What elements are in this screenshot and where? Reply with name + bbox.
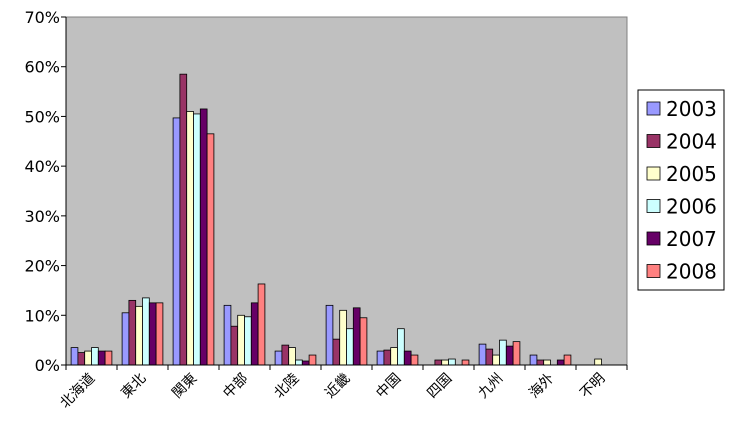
legend-box (637, 89, 725, 291)
bar-2007-中部 (250, 302, 259, 366)
x-tick-label: 九州 (475, 371, 506, 402)
bar-2005-近畿 (339, 309, 347, 366)
bars (70, 73, 602, 366)
y-tick-label: 10% (24, 306, 60, 325)
bar-2007-北陸 (301, 360, 310, 366)
bar-2006-北海道 (91, 347, 99, 366)
bar-2008-中国 (410, 354, 419, 366)
legend-label-2008: 2008 (666, 260, 717, 284)
bar-2006-東北 (142, 297, 150, 366)
legend: 2003 2004 2005 2006 2007 2008 (637, 89, 725, 291)
bar-2004-九州 (485, 348, 494, 366)
bar-2004-海外 (536, 359, 545, 366)
bar-2006-関東 (193, 113, 201, 366)
legend-label-2005: 2005 (666, 162, 717, 186)
bar-2008-近畿 (359, 317, 368, 366)
bar-2003-中国 (376, 350, 385, 366)
bar-2008-海外 (563, 354, 572, 366)
legend-label-2004: 2004 (666, 130, 717, 154)
bar-2003-近畿 (325, 304, 334, 366)
bar-2008-関東 (206, 133, 215, 366)
bar-2007-北海道 (97, 350, 106, 366)
bar-2005-北陸 (288, 347, 296, 366)
legend-swatch-2008 (646, 264, 661, 278)
bar-2006-四国 (448, 358, 456, 366)
bar-2005-海外 (543, 359, 551, 366)
x-tick-label: 中部 (220, 371, 251, 402)
bar-2003-北陸 (274, 350, 283, 366)
x-tick-label: 関東 (169, 371, 200, 402)
bar-2004-北陸 (281, 344, 290, 366)
bar-2005-四国 (441, 359, 449, 366)
bar-2004-東北 (128, 299, 137, 366)
bar-2008-九州 (512, 341, 521, 366)
y-tick-label: 0% (35, 356, 60, 375)
legend-label-2007: 2007 (666, 227, 717, 251)
bar-2005-関東 (186, 111, 194, 366)
bar-2005-中国 (390, 347, 398, 366)
x-tick-labels: 北海道 東北 関東 中部 北陸 近畿 中国 四国 九州 海外 不明 (57, 371, 608, 412)
bar-2003-中部 (223, 304, 232, 366)
bar-2003-九州 (478, 343, 487, 366)
bar-2005-中部 (237, 314, 245, 366)
axes (61, 16, 628, 370)
bar-2005-北海道 (84, 350, 92, 366)
bar-2007-海外 (556, 359, 565, 366)
bar-2006-中部 (244, 316, 252, 366)
bar-2006-九州 (499, 339, 507, 366)
bar-2003-東北 (121, 312, 130, 366)
legend-swatch-2003 (646, 101, 661, 116)
bar-2007-九州 (505, 345, 514, 366)
bar-2006-近畿 (346, 328, 354, 366)
legend-swatch-2005 (646, 166, 661, 181)
y-tick-label: 30% (24, 207, 60, 226)
bar-2004-北海道 (77, 352, 86, 366)
bar-2003-海外 (529, 354, 538, 366)
bar-2004-近畿 (332, 338, 341, 366)
bar-2007-東北 (148, 302, 157, 366)
x-tick-label: 中国 (373, 371, 404, 402)
x-tick-label: 不明 (577, 371, 608, 402)
legend-label-2006: 2006 (666, 195, 717, 219)
bar-2005-不明 (594, 358, 602, 366)
y-tick-label: 70% (24, 8, 60, 27)
bar-2007-関東 (199, 108, 208, 366)
legend-label-2003: 2003 (666, 97, 717, 121)
bar-2004-中国 (383, 349, 392, 366)
y-tick-label: 60% (24, 58, 60, 77)
y-tick-labels: 0% 10% 20% 30% 40% 50% 60% 70% (24, 8, 60, 375)
bar-2008-北海道 (104, 350, 113, 366)
bar-2003-北海道 (70, 347, 79, 366)
x-tick-label: 北陸 (271, 371, 302, 402)
bar-2007-近畿 (352, 307, 361, 366)
bar-2004-関東 (179, 73, 188, 366)
y-tick-label: 20% (24, 257, 60, 276)
y-tick-label: 50% (24, 107, 60, 126)
bar-2008-北陸 (308, 354, 317, 366)
bar-2005-九州 (492, 354, 500, 366)
bar-2004-四国 (434, 359, 443, 366)
x-tick-label: 北海道 (57, 371, 98, 412)
legend-swatch-2007 (646, 231, 661, 246)
x-tick-label: 東北 (118, 371, 149, 402)
bar-2006-北陸 (295, 359, 303, 366)
x-tick-label: 海外 (526, 371, 557, 402)
bar-2006-中国 (397, 328, 405, 366)
legend-swatch-2006 (646, 199, 661, 213)
bar-2004-中部 (230, 325, 239, 366)
x-tick-label: 近畿 (322, 371, 353, 402)
x-tick-label: 四国 (424, 371, 455, 402)
y-tick-label: 40% (24, 157, 60, 176)
bar-2007-中国 (403, 350, 412, 366)
bar-2008-四国 (461, 359, 470, 366)
bar-2003-関東 (172, 117, 181, 366)
bar-2008-中部 (257, 283, 266, 366)
bar-2005-東北 (135, 305, 143, 366)
legend-swatch-2004 (646, 134, 661, 148)
bar-2008-東北 (155, 302, 164, 366)
